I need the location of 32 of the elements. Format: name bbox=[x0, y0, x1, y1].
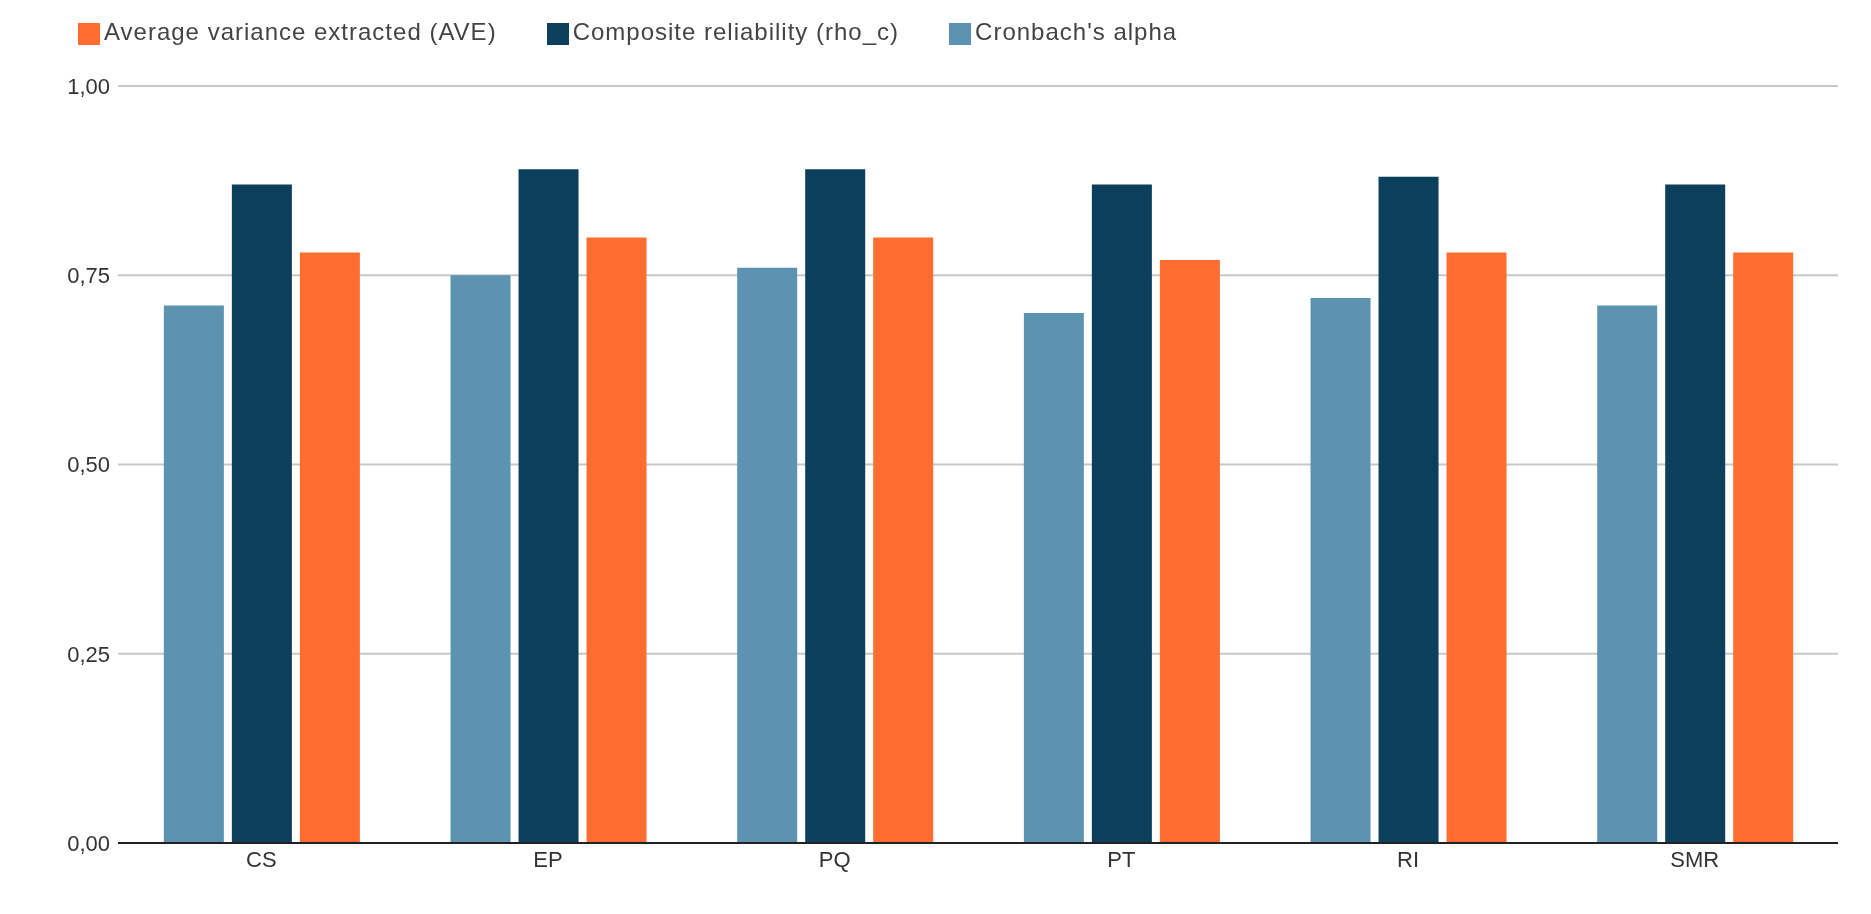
legend-label: Average variance extracted (AVE) bbox=[104, 18, 497, 45]
legend-label: Composite reliability (rho_c) bbox=[572, 18, 900, 45]
y-tick-label: 0,75 bbox=[67, 263, 110, 289]
x-tick-label: PT bbox=[1107, 846, 1136, 872]
y-tick-label: 0,00 bbox=[67, 830, 110, 856]
bar bbox=[163, 305, 224, 843]
legend-label: Cronbach's alpha bbox=[975, 18, 1178, 45]
bar bbox=[873, 237, 934, 843]
bar bbox=[1378, 176, 1439, 843]
bar bbox=[1446, 252, 1507, 843]
bar bbox=[1023, 313, 1084, 843]
y-tick-label: 0,50 bbox=[67, 452, 110, 478]
bar bbox=[1310, 297, 1371, 843]
bar bbox=[737, 267, 798, 843]
bar bbox=[1091, 184, 1152, 843]
x-tick-label: EP bbox=[533, 846, 563, 872]
bar bbox=[518, 169, 579, 843]
bar bbox=[1159, 260, 1220, 843]
x-tick-label: RI bbox=[1397, 846, 1419, 872]
bar bbox=[231, 184, 292, 843]
bar bbox=[299, 252, 360, 843]
bar bbox=[1597, 305, 1658, 843]
bar bbox=[1665, 184, 1726, 843]
x-tick-label: PQ bbox=[818, 846, 851, 872]
x-tick-label: CS bbox=[246, 846, 277, 872]
y-tick-label: 1,00 bbox=[67, 73, 110, 99]
bar bbox=[805, 169, 866, 843]
x-tick-label: SMR bbox=[1670, 846, 1720, 872]
bar bbox=[1733, 252, 1794, 843]
bar bbox=[450, 275, 511, 843]
bar bbox=[586, 237, 647, 843]
y-tick-label: 0,25 bbox=[67, 641, 110, 667]
